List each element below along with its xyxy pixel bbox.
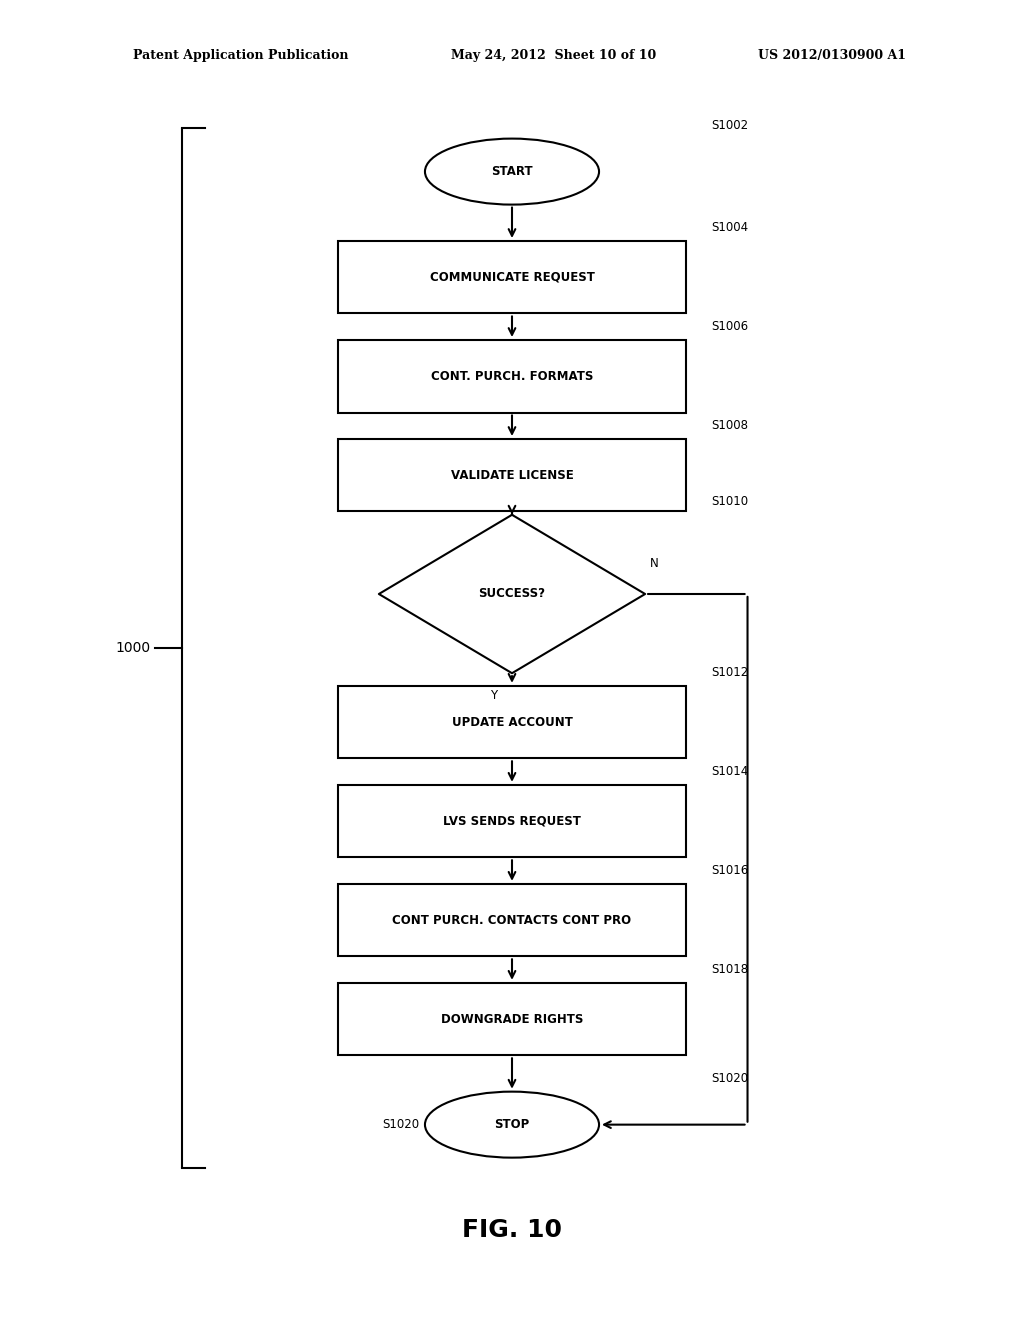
- Text: S1010: S1010: [712, 495, 749, 508]
- Text: S1012: S1012: [712, 667, 749, 678]
- FancyBboxPatch shape: [338, 339, 686, 412]
- FancyBboxPatch shape: [338, 240, 686, 313]
- Text: SUCCESS?: SUCCESS?: [478, 587, 546, 601]
- Text: CONT. PURCH. FORMATS: CONT. PURCH. FORMATS: [431, 370, 593, 383]
- Text: S1020: S1020: [712, 1072, 749, 1085]
- Text: Y: Y: [490, 689, 497, 702]
- FancyBboxPatch shape: [338, 784, 686, 858]
- Text: COMMUNICATE REQUEST: COMMUNICATE REQUEST: [429, 271, 595, 284]
- Ellipse shape: [425, 1092, 599, 1158]
- Text: S1008: S1008: [712, 420, 749, 433]
- Text: N: N: [650, 557, 659, 570]
- Text: START: START: [492, 165, 532, 178]
- Text: S1002: S1002: [712, 119, 749, 132]
- Text: Patent Application Publication: Patent Application Publication: [133, 49, 348, 62]
- Text: S1018: S1018: [712, 964, 749, 977]
- FancyBboxPatch shape: [338, 438, 686, 511]
- Text: S1006: S1006: [712, 321, 749, 334]
- Text: S1014: S1014: [712, 766, 749, 777]
- Text: S1020: S1020: [383, 1118, 420, 1131]
- Ellipse shape: [425, 139, 599, 205]
- FancyBboxPatch shape: [338, 982, 686, 1056]
- Text: US 2012/0130900 A1: US 2012/0130900 A1: [758, 49, 906, 62]
- Text: DOWNGRADE RIGHTS: DOWNGRADE RIGHTS: [440, 1012, 584, 1026]
- FancyBboxPatch shape: [338, 686, 686, 758]
- Text: LVS SENDS REQUEST: LVS SENDS REQUEST: [443, 814, 581, 828]
- Text: STOP: STOP: [495, 1118, 529, 1131]
- Text: 1000: 1000: [116, 642, 151, 655]
- Text: UPDATE ACCOUNT: UPDATE ACCOUNT: [452, 715, 572, 729]
- Text: FIG. 10: FIG. 10: [462, 1218, 562, 1242]
- FancyBboxPatch shape: [338, 884, 686, 956]
- Polygon shape: [379, 515, 645, 673]
- Text: S1004: S1004: [712, 222, 749, 235]
- Text: May 24, 2012  Sheet 10 of 10: May 24, 2012 Sheet 10 of 10: [451, 49, 655, 62]
- Text: VALIDATE LICENSE: VALIDATE LICENSE: [451, 469, 573, 482]
- Text: CONT PURCH. CONTACTS CONT PRO: CONT PURCH. CONTACTS CONT PRO: [392, 913, 632, 927]
- Text: S1016: S1016: [712, 865, 749, 876]
